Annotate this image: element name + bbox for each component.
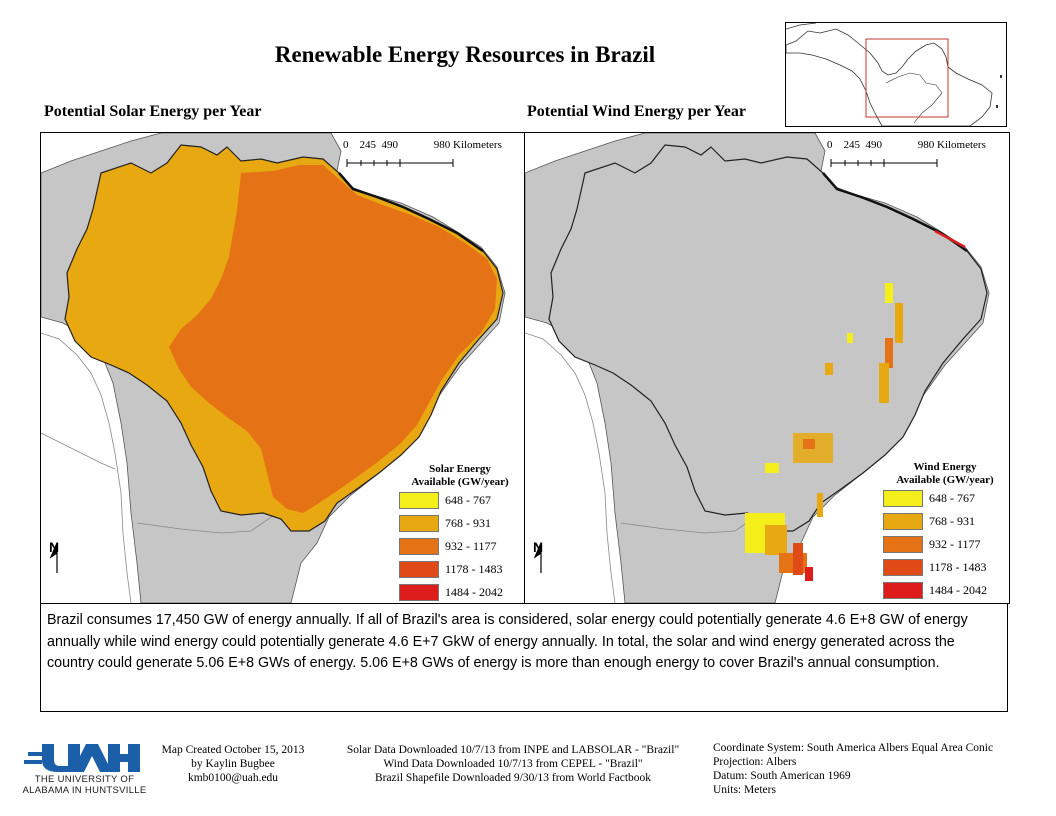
projection-credit-line: Coordinate System: South America Albers … — [713, 742, 994, 754]
wind-legend-title-line2: Available (GW/year) — [896, 474, 994, 486]
legend-swatch — [883, 536, 923, 553]
legend-row: 932 - 1177 — [883, 533, 1007, 556]
solar-legend-title: Solar Energy Available (GW/year) — [399, 463, 521, 489]
wind-scale-bar — [830, 159, 938, 167]
scale-tick-0: 0 — [343, 139, 349, 151]
projection-credit-line: Units: Meters — [713, 784, 776, 796]
legend-label: 932 - 1177 — [445, 539, 497, 553]
inset-map-graphic — [786, 23, 1002, 126]
scale-unit: Kilometers — [453, 139, 502, 151]
legend-swatch — [399, 584, 439, 601]
scale-tick-245: 245 — [359, 139, 377, 151]
author-credit-line: kmb0100@uah.edu — [187, 772, 279, 784]
logo-line2: ALABAMA IN HUNTSVILLE — [22, 785, 147, 796]
data-credit-line: Solar Data Downloaded 10/7/13 from INPE … — [346, 744, 680, 756]
solar-energy-map: 0 245 490 980 Kilometers N Solar Energy … — [40, 132, 525, 604]
projection-credit-line: Datum: South American 1969 — [713, 770, 851, 782]
wind-panel-title: Potential Wind Energy per Year — [527, 103, 746, 120]
legend-label: 932 - 1177 — [929, 537, 981, 551]
north-arrow-icon — [533, 543, 542, 573]
wind-legend-rows: 648 - 767 768 - 931 932 - 1177 1178 - 1483 1… — [883, 487, 1007, 602]
author-credits: Map Created October 15, 2013 by Kaylin B… — [150, 743, 316, 785]
legend-row: 1178 - 1483 — [399, 558, 521, 581]
scale-tick-980: 980 — [917, 139, 935, 151]
wind-legend-title-line1: Wind Energy — [913, 461, 977, 473]
inset-locator-map — [785, 22, 1007, 127]
wind-legend-title: Wind Energy Available (GW/year) — [883, 461, 1007, 487]
data-credits: Solar Data Downloaded 10/7/13 from INPE … — [316, 743, 710, 785]
legend-row: 768 - 931 — [399, 512, 521, 535]
legend-label: 648 - 767 — [445, 493, 491, 507]
legend-row: 1484 - 2042 — [399, 581, 521, 603]
legend-label: 1484 - 2042 — [929, 583, 987, 597]
legend-row: 1178 - 1483 — [883, 556, 1007, 579]
projection-credit-line: Projection: Albers — [713, 756, 797, 768]
uah-logo-icon — [24, 744, 140, 772]
legend-row: 1484 - 2042 — [883, 579, 1007, 602]
uah-logo: THE UNIVERSITY OF ALABAMA IN HUNTSVILLE — [22, 742, 147, 796]
legend-swatch — [883, 582, 923, 599]
north-label: N — [49, 539, 60, 555]
legend-swatch — [399, 492, 439, 509]
legend-swatch — [399, 515, 439, 532]
scale-tick-980: 980 — [433, 139, 451, 151]
data-credit-line: Wind Data Downloaded 10/7/13 from CEPEL … — [383, 758, 643, 770]
map-title: Renewable Energy Resources in Brazil — [274, 42, 656, 67]
wind-north-arrow: N — [533, 539, 543, 573]
wind-patches — [745, 283, 903, 581]
legend-label: 1178 - 1483 — [929, 560, 987, 574]
solar-map-graphic — [41, 133, 524, 603]
legend-row: 932 - 1177 — [399, 535, 521, 558]
legend-swatch — [399, 538, 439, 555]
legend-label: 1484 - 2042 — [445, 585, 503, 599]
legend-swatch — [399, 561, 439, 578]
scale-unit: Kilometers — [937, 139, 986, 151]
legend-row: 768 - 931 — [883, 510, 1007, 533]
scale-tick-490: 490 — [865, 139, 883, 151]
wind-legend: Wind Energy Available (GW/year) 648 - 76… — [883, 461, 1007, 602]
solar-scale-bar — [346, 159, 454, 167]
projection-credits: Coordinate System: South America Albers … — [713, 741, 1053, 797]
description-text: Brazil consumes 17,450 GW of energy annu… — [40, 603, 1008, 712]
scale-tick-245: 245 — [843, 139, 861, 151]
north-label: N — [533, 539, 544, 555]
legend-label: 768 - 931 — [929, 514, 975, 528]
legend-row: 648 - 767 — [883, 487, 1007, 510]
solar-legend: Solar Energy Available (GW/year) 648 - 7… — [399, 463, 521, 603]
legend-swatch — [883, 490, 923, 507]
solar-legend-title-line2: Available (GW/year) — [411, 476, 509, 488]
logo-line1: THE UNIVERSITY OF — [34, 774, 135, 785]
north-arrow-icon — [49, 543, 58, 573]
solar-north-arrow: N — [49, 539, 59, 573]
wind-energy-map: 0 245 490 980 Kilometers N Wind Energy A… — [524, 132, 1010, 604]
legend-label: 1178 - 1483 — [445, 562, 503, 576]
solar-legend-title-line1: Solar Energy — [429, 463, 491, 475]
author-credit-line: Map Created October 15, 2013 — [161, 744, 305, 756]
legend-label: 648 - 767 — [929, 491, 975, 505]
wind-scale-labels: 0 245 490 980 Kilometers — [827, 139, 986, 151]
solar-panel-title: Potential Solar Energy per Year — [44, 103, 262, 120]
author-credit-line: by Kaylin Bugbee — [191, 758, 275, 770]
solar-scale-labels: 0 245 490 980 Kilometers — [343, 139, 502, 151]
scale-tick-490: 490 — [381, 139, 399, 151]
wind-map-graphic — [525, 133, 1009, 603]
data-credit-line: Brazil Shapefile Downloaded 9/30/13 from… — [374, 772, 652, 784]
legend-label: 768 - 931 — [445, 516, 491, 530]
legend-swatch — [883, 513, 923, 530]
legend-swatch — [883, 559, 923, 576]
legend-row: 648 - 767 — [399, 489, 521, 512]
solar-legend-rows: 648 - 767 768 - 931 932 - 1177 1178 - 1483 1… — [399, 489, 521, 603]
scale-tick-0: 0 — [827, 139, 833, 151]
